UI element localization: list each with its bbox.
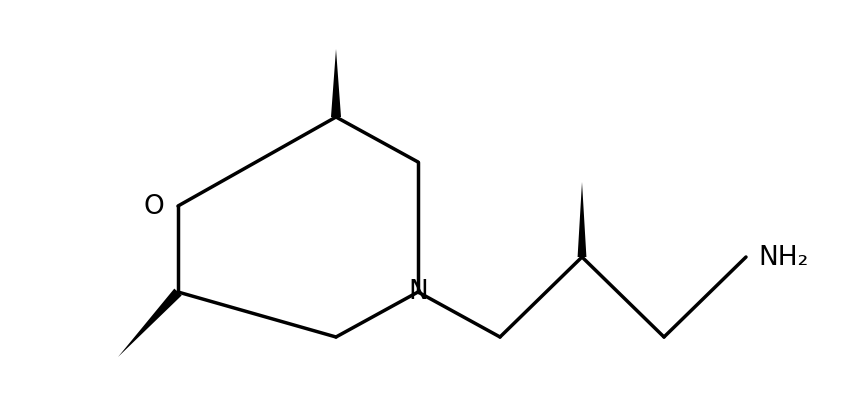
Polygon shape [118,289,181,357]
Polygon shape [577,182,587,257]
Text: NH₂: NH₂ [758,244,809,270]
Text: O: O [143,194,164,219]
Text: N: N [408,278,428,304]
Polygon shape [331,50,341,118]
